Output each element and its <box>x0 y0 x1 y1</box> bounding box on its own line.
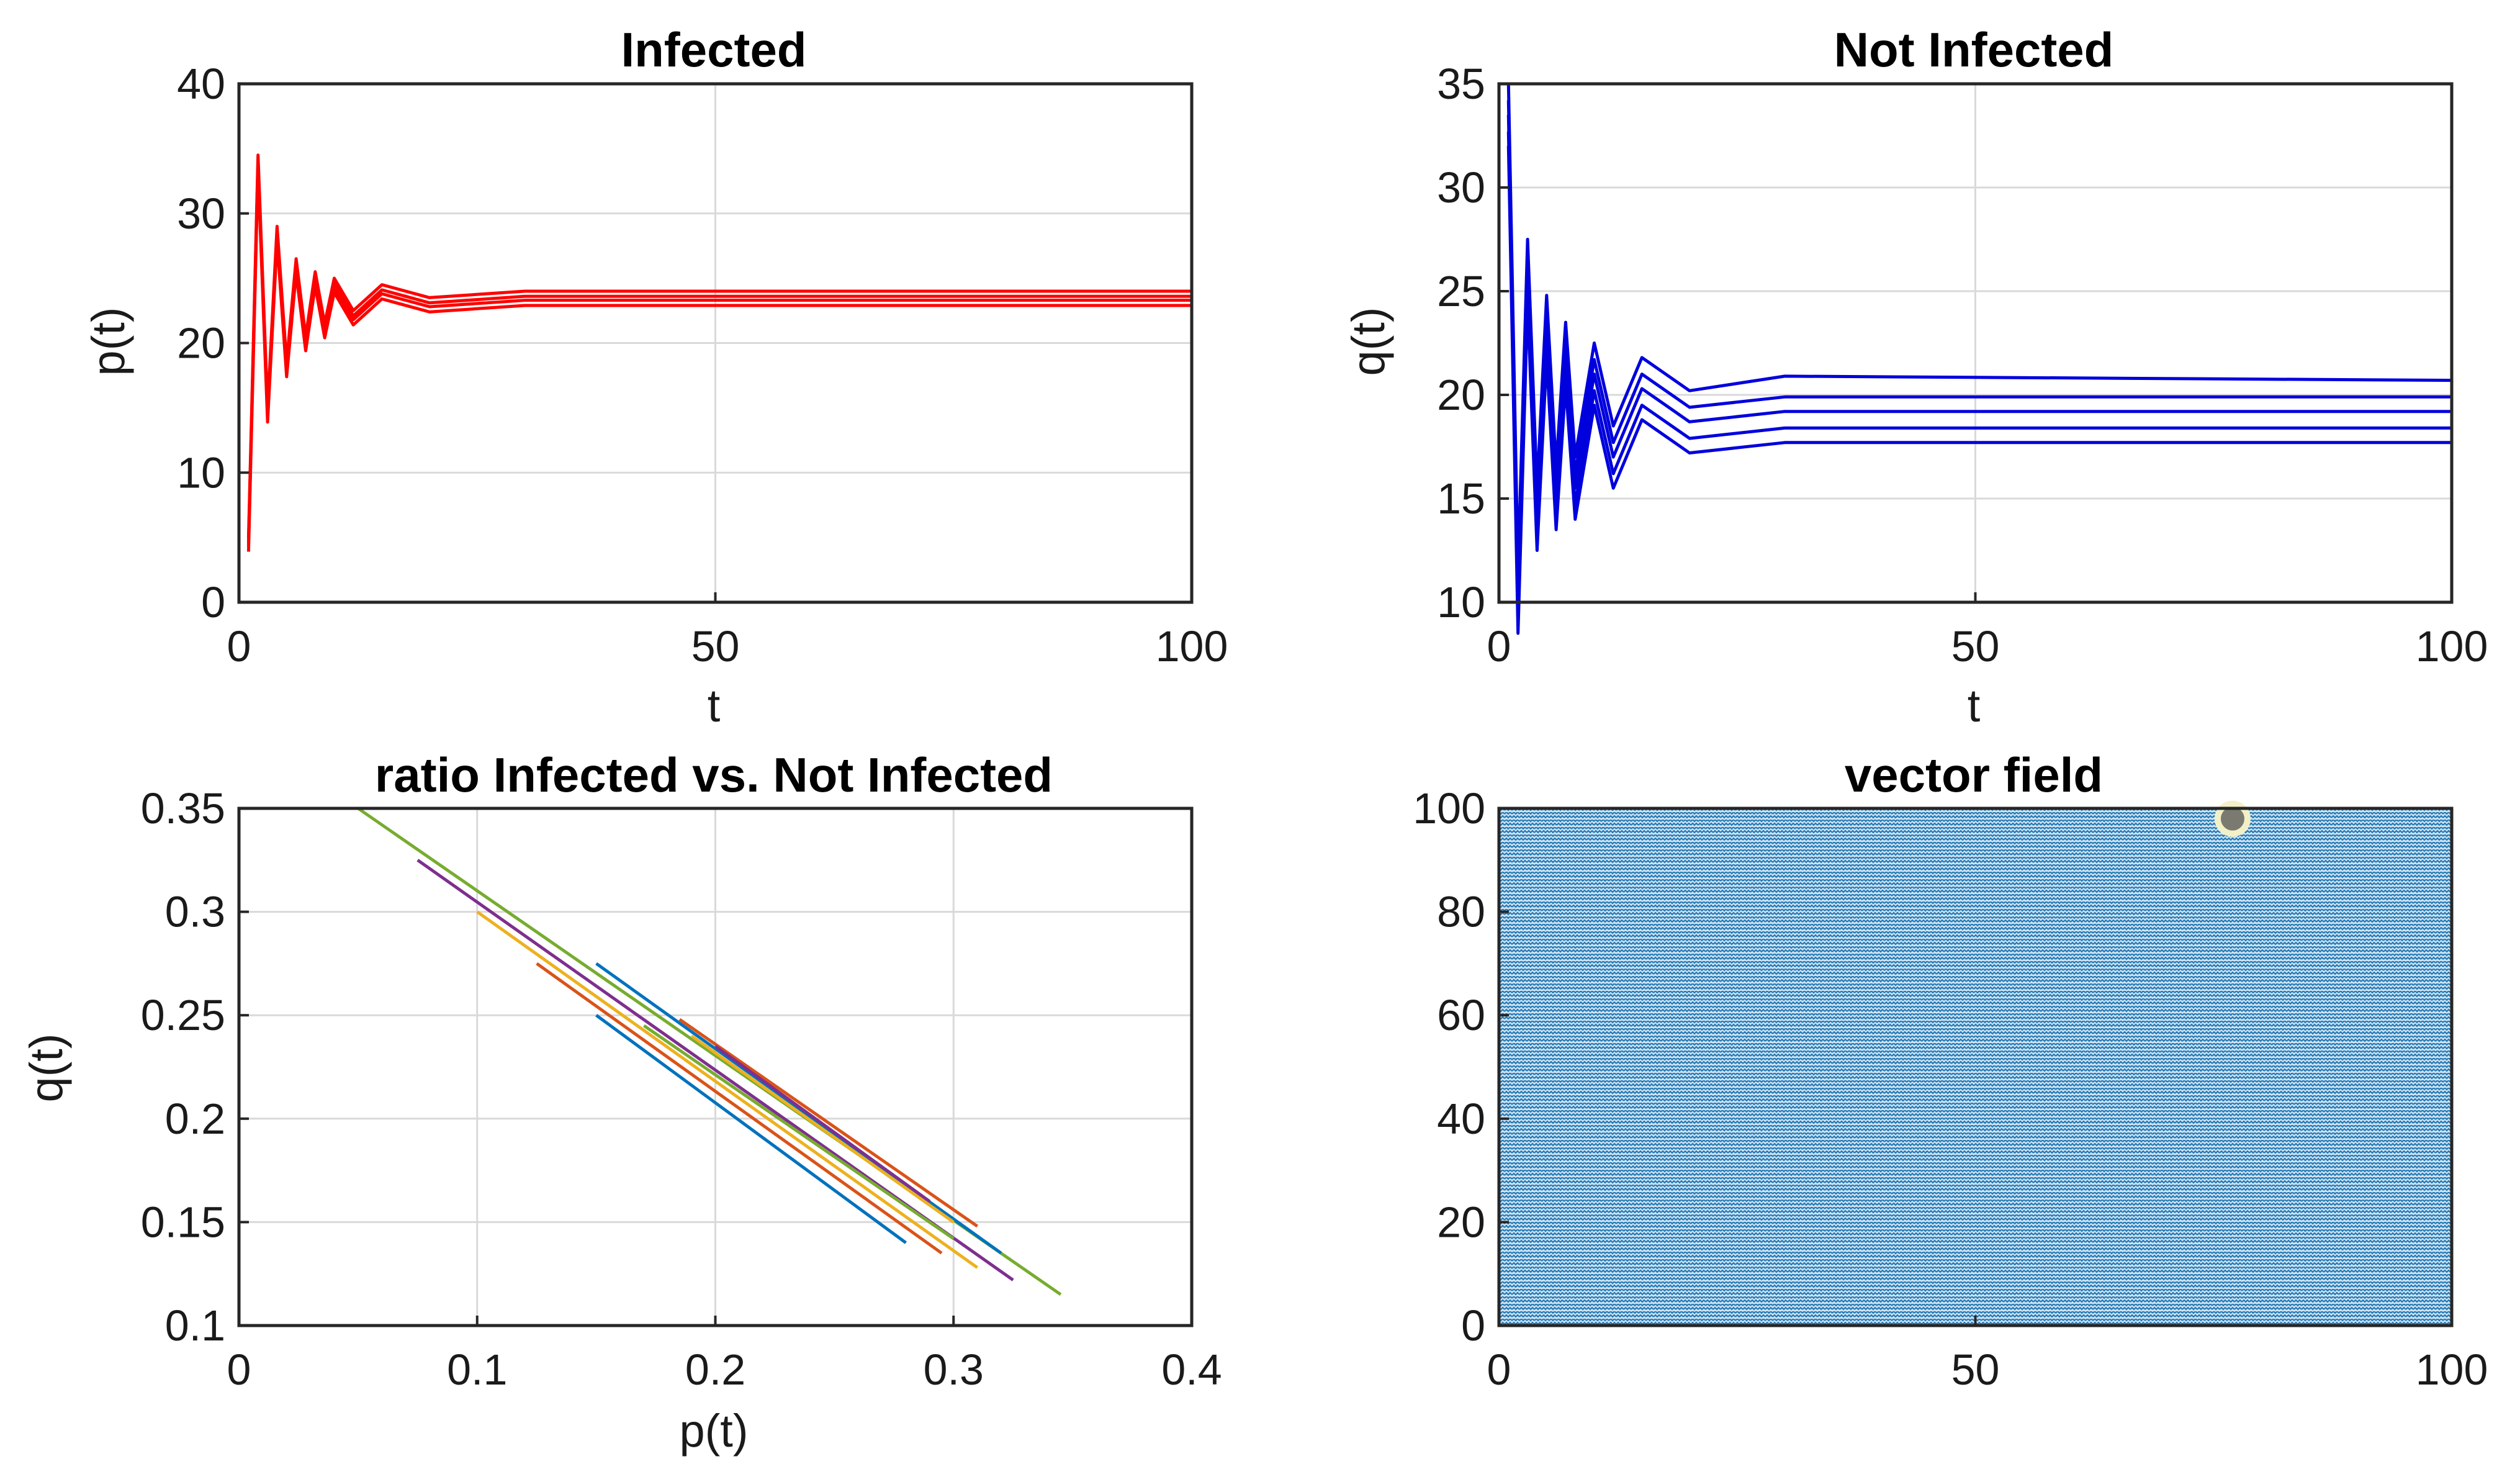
x-tick-label: 0 <box>227 1345 251 1394</box>
x-axis-label: t <box>708 680 721 731</box>
chart-title: Infected <box>621 22 806 77</box>
y-ticks: 0 10 20 30 40 <box>177 60 249 626</box>
y-ticks: 0 20 40 60 80 100 <box>1413 784 1509 1350</box>
series-line <box>246 153 1192 538</box>
x-tick-label: 100 <box>2416 622 2488 671</box>
series-line <box>246 162 1192 547</box>
y-tick-label: 0.1 <box>165 1301 225 1350</box>
y-tick-label: 0.3 <box>165 888 225 936</box>
x-tick-label: 0.2 <box>685 1345 745 1394</box>
series-line <box>1506 100 2452 590</box>
y-tick-label: 40 <box>1437 1095 1485 1143</box>
series-line <box>536 962 943 1255</box>
y-tick-label: 80 <box>1437 888 1485 936</box>
grid <box>238 807 1193 1327</box>
series <box>357 807 1062 1296</box>
y-tick-label: 20 <box>1437 1198 1485 1246</box>
y-tick-label: 25 <box>1437 267 1485 315</box>
series-line <box>642 1024 955 1240</box>
grid <box>238 83 1193 603</box>
y-tick-label: 10 <box>177 448 225 497</box>
x-ticks: 0 50 100 <box>1487 1316 2488 1394</box>
y-tick-label: 40 <box>177 60 225 108</box>
x-tick-label: 100 <box>2416 1345 2488 1394</box>
y-tick-label: 0.2 <box>165 1095 225 1143</box>
series-line <box>595 1014 907 1244</box>
panel-infected: 0 50 100 0 10 20 30 40 Infected t p(t) <box>83 22 1228 731</box>
y-tick-label: 60 <box>1437 991 1485 1039</box>
x-tick-label: 50 <box>691 622 740 671</box>
y-tick-label: 30 <box>1437 163 1485 212</box>
series <box>1506 83 2452 635</box>
y-tick-label: 20 <box>1437 371 1485 419</box>
x-tick-label: 100 <box>1156 622 1228 671</box>
y-tick-label: 30 <box>177 189 225 238</box>
y-tick-label: 0.15 <box>141 1198 225 1246</box>
series-line <box>246 168 1192 552</box>
x-tick-label: 0 <box>227 622 251 671</box>
y-tick-label: 0 <box>201 578 225 626</box>
y-tick-label: 20 <box>177 319 225 368</box>
y-tick-label: 10 <box>1437 578 1485 626</box>
series-line <box>690 1034 955 1224</box>
series <box>246 153 1192 552</box>
series-line <box>1506 146 2452 635</box>
x-axis-label: p(t) <box>680 1405 749 1457</box>
y-axis-label: q(t) <box>1343 307 1394 376</box>
x-ticks: 0 0.1 0.2 0.3 0.4 <box>227 1316 1222 1394</box>
series-line <box>714 1045 931 1203</box>
y-axis-label: p(t) <box>83 307 134 376</box>
panel-vector-field: 0 50 100 0 20 40 60 80 100 vector field <box>1413 748 2488 1394</box>
chart-title: Not Infected <box>1834 22 2114 77</box>
series-line <box>246 158 1192 543</box>
y-axis-label: q(t) <box>20 1034 72 1103</box>
y-tick-label: 0 <box>1461 1301 1485 1350</box>
x-tick-label: 0.1 <box>447 1345 507 1394</box>
x-tick-label: 50 <box>1951 1345 2000 1394</box>
chart-title: ratio Infected vs. Not Infected <box>375 748 1053 802</box>
x-tick-label: 0.4 <box>1161 1345 1222 1394</box>
series-line <box>678 1018 979 1228</box>
y-ticks: 10 15 20 25 30 35 <box>1437 60 1509 626</box>
y-tick-label: 100 <box>1413 784 1485 833</box>
field-marker <box>2214 800 2251 837</box>
vector-field-arrows <box>1499 808 2452 1326</box>
series-line <box>1506 131 2452 621</box>
x-tick-label: 0 <box>1487 622 1511 671</box>
y-tick-label: 0.35 <box>141 784 225 833</box>
x-axis-label: t <box>1968 680 1981 731</box>
y-ticks: 0.1 0.15 0.2 0.25 0.3 0.35 <box>141 784 249 1350</box>
grid <box>1498 83 2453 603</box>
y-tick-label: 35 <box>1437 60 1485 108</box>
panel-not-infected: 0 50 100 10 15 20 25 30 35 Not Infected t q(t) <box>1343 22 2488 731</box>
x-ticks: 0 50 100 <box>227 592 1228 671</box>
x-tick-label: 50 <box>1951 622 2000 671</box>
y-tick-label: 0.25 <box>141 991 225 1039</box>
chart-title: vector field <box>1845 748 2103 802</box>
x-tick-label: 0 <box>1487 1345 1511 1394</box>
x-tick-label: 0.3 <box>924 1345 984 1394</box>
series-line <box>476 910 979 1269</box>
y-tick-label: 15 <box>1437 474 1485 523</box>
x-ticks: 0 50 100 <box>1487 592 2488 671</box>
panel-ratio: 0 0.1 0.2 0.3 0.4 0.10.150.20.250.30.35 rati… <box>20 748 1222 1457</box>
